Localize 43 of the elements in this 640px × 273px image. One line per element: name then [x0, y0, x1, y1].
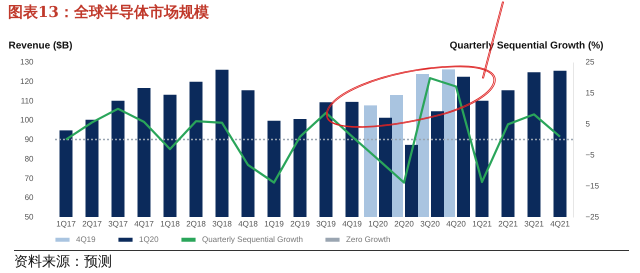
y-tick-label: 120 [20, 76, 34, 86]
x-tick-label: 1Q20 [368, 220, 388, 228]
y-tick-label: 90 [24, 135, 34, 144]
x-tick-label: 3Q18 [212, 220, 232, 228]
x-tick-label: 3Q17 [108, 220, 128, 228]
x-tick-label: 3Q20 [420, 220, 440, 228]
x-tick-label: 3Q19 [316, 220, 336, 228]
legend-label: Quarterly Sequential Growth [202, 234, 303, 244]
x-tick-label: 1Q21 [472, 220, 492, 228]
y2-tick-label: −15 [586, 182, 600, 190]
text: 资料来源：预测 [14, 250, 629, 271]
y2-tick-label: −25 [586, 212, 600, 222]
y2-tick-label: −5 [586, 150, 596, 160]
x-tick-label: 4Q18 [238, 220, 258, 228]
y-tick-label: 100 [20, 116, 34, 125]
x-tick-label: 4Q17 [134, 220, 154, 228]
legend-label: Zero Growth [346, 234, 390, 244]
x-tick-label: 1Q18 [160, 220, 180, 228]
y-tick-label: 110 [20, 96, 34, 106]
y-tick-label: 130 [20, 58, 34, 66]
x-tick-label: 2Q21 [498, 220, 518, 228]
y-axis-title: Revenue ($B) [8, 40, 72, 52]
legend-label: 4Q19 [76, 234, 96, 244]
legend-label: 1Q20 [139, 234, 160, 244]
y-tick-label: 60 [24, 193, 34, 202]
x-tick-label: 4Q21 [550, 220, 570, 228]
x-tick-label: 2Q20 [394, 220, 414, 228]
x-tick-label: 2Q18 [186, 220, 206, 228]
line-series [64, 77, 562, 184]
chart-title: 图表13：全球半导体市场规模 [8, 3, 209, 22]
y2-tick-label: 5 [586, 120, 590, 128]
y-tick-label: 70 [24, 174, 34, 183]
x-tick-label: 2Q19 [290, 220, 310, 228]
x-tick-label: 1Q17 [56, 220, 76, 228]
x-tick-label: 4Q19 [342, 220, 362, 228]
x-tick-label: 3Q21 [524, 220, 544, 228]
x-tick-label: 2Q17 [82, 220, 102, 228]
y-tick-label: 80 [24, 154, 34, 164]
y2-tick-label: 25 [586, 58, 595, 66]
y-tick-label: 50 [24, 212, 34, 222]
x-tick-label: 4Q20 [446, 220, 466, 228]
x-tick-label: 1Q19 [264, 220, 284, 228]
y2-tick-label: 15 [586, 88, 595, 98]
